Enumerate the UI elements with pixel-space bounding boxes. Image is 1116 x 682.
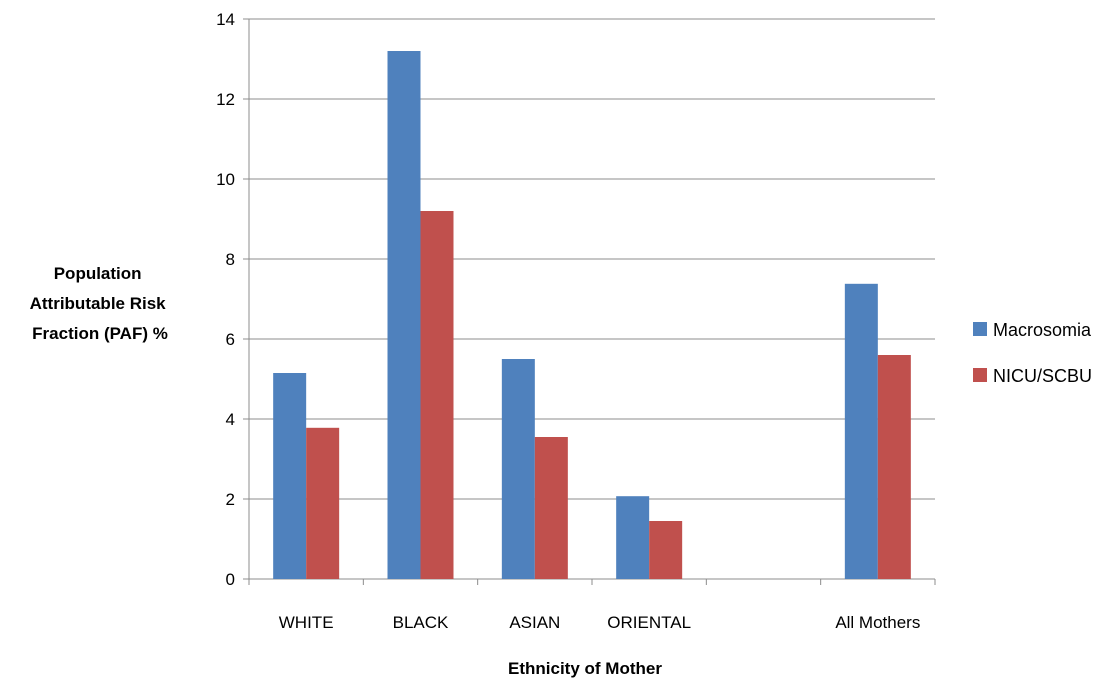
bar-macrosomia-white [273, 373, 307, 579]
y-tick-label: 4 [226, 410, 235, 429]
y-axis-title-line-2: Attributable Risk [30, 294, 167, 313]
legend-label-macrosomia: Macrosomia [993, 320, 1092, 340]
x-tick-label: WHITE [279, 613, 334, 632]
axes [243, 18, 936, 585]
bar-macrosomia-asian [501, 359, 535, 579]
bar-nicu-scbu-asian [534, 437, 568, 579]
legend-label-nicu-scbu: NICU/SCBU [993, 366, 1092, 386]
y-tick-label: 14 [216, 10, 235, 29]
legend-swatch-macrosomia [973, 322, 987, 336]
bars [273, 51, 911, 579]
bar-nicu-scbu-oriental [649, 521, 683, 579]
y-tick-label: 12 [216, 90, 235, 109]
gridlines [249, 18, 935, 500]
y-tick-label: 8 [226, 250, 235, 269]
y-tick-label: 6 [226, 330, 235, 349]
x-tick-label: ORIENTAL [607, 613, 691, 632]
y-tick-label: 10 [216, 170, 235, 189]
bar-nicu-scbu-black [420, 211, 454, 579]
legend: Macrosomia NICU/SCBU [973, 320, 1092, 386]
y-axis-title-line-3: Fraction (PAF) % [32, 324, 168, 343]
x-tick-labels: WHITE BLACK ASIAN ORIENTAL All Mothers [279, 613, 921, 632]
bar-macrosomia-all-mothers [844, 283, 878, 579]
bar-macrosomia-black [387, 51, 421, 579]
x-tick-label: All Mothers [835, 613, 920, 632]
y-tick-label: 2 [226, 490, 235, 509]
x-tick-label: ASIAN [509, 613, 560, 632]
y-tick-labels: 0 2 4 6 8 10 12 14 [216, 10, 235, 589]
legend-swatch-nicu-scbu [973, 368, 987, 382]
y-axis-title-line-1: Population [54, 264, 142, 283]
x-axis-title: Ethnicity of Mother [508, 659, 662, 678]
bar-nicu-scbu-all-mothers [877, 355, 911, 579]
bar-macrosomia-oriental [616, 496, 650, 579]
bar-nicu-scbu-white [306, 427, 340, 579]
y-tick-label: 0 [226, 570, 235, 589]
x-tick-label: BLACK [393, 613, 449, 632]
y-axis-title: Population Attributable Risk Fraction (P… [30, 264, 171, 343]
